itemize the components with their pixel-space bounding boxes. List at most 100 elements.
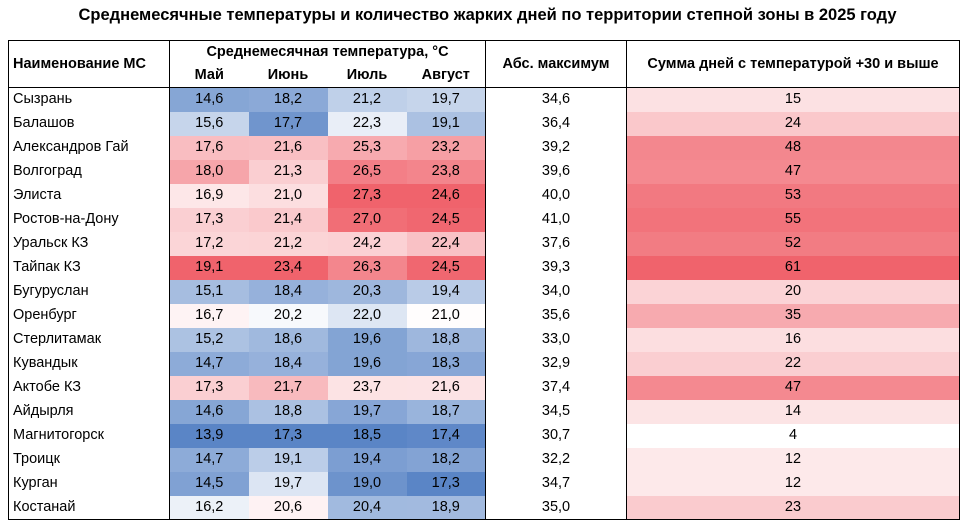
- hot-days-cell: 14: [626, 399, 960, 424]
- station-name: Балашов: [8, 111, 170, 136]
- temp-cell-august: 24,6: [406, 183, 486, 208]
- table-row: Кувандык 14,7 18,4 19,6 18,3 32,9 22: [8, 351, 960, 376]
- hot-days-cell: 4: [626, 423, 960, 448]
- header-month-august: Август: [406, 64, 486, 88]
- table-row: Троицк 14,7 19,1 19,4 18,2 32,2 12: [8, 447, 960, 472]
- temp-cell-june: 21,7: [248, 375, 328, 400]
- temp-cell-june: 18,4: [248, 351, 328, 376]
- temp-cell-july: 24,2: [327, 231, 407, 256]
- temp-cell-august: 18,7: [406, 399, 486, 424]
- table-row: Тайпак КЗ 19,1 23,4 26,3 24,5 39,3 61: [8, 255, 960, 280]
- temp-cell-august: 18,9: [406, 495, 486, 520]
- station-name: Уральск КЗ: [8, 231, 170, 256]
- temp-cell-june: 23,4: [248, 255, 328, 280]
- table-row: Курган 14,5 19,7 19,0 17,3 34,7 12: [8, 471, 960, 496]
- temp-cell-may: 15,2: [169, 327, 249, 352]
- abs-max-cell: 35,6: [485, 303, 627, 328]
- station-name: Актобе КЗ: [8, 375, 170, 400]
- station-name: Стерлитамак: [8, 327, 170, 352]
- abs-max-cell: 37,4: [485, 375, 627, 400]
- station-name: Элиста: [8, 183, 170, 208]
- station-name: Оренбург: [8, 303, 170, 328]
- temp-cell-may: 14,5: [169, 471, 249, 496]
- abs-max-cell: 33,0: [485, 327, 627, 352]
- temp-cell-june: 20,6: [248, 495, 328, 520]
- hot-days-cell: 22: [626, 351, 960, 376]
- temp-cell-july: 20,4: [327, 495, 407, 520]
- temp-cell-july: 20,3: [327, 279, 407, 304]
- temp-cell-may: 14,7: [169, 351, 249, 376]
- abs-max-cell: 36,4: [485, 111, 627, 136]
- table-row: Стерлитамак 15,2 18,6 19,6 18,8 33,0 16: [8, 327, 960, 352]
- temp-cell-july: 27,3: [327, 183, 407, 208]
- temp-cell-august: 19,4: [406, 279, 486, 304]
- station-name: Костанай: [8, 495, 170, 520]
- temp-cell-june: 18,4: [248, 279, 328, 304]
- temp-cell-july: 19,6: [327, 327, 407, 352]
- station-name: Волгоград: [8, 159, 170, 184]
- table-body: Сызрань 14,6 18,2 21,2 19,7 34,6 15 Балашов 15,6…: [8, 87, 960, 520]
- table-row: Волгоград 18,0 21,3 26,5 23,8 39,6 47: [8, 159, 960, 184]
- temp-cell-july: 23,7: [327, 375, 407, 400]
- temp-cell-may: 17,2: [169, 231, 249, 256]
- temp-cell-august: 17,4: [406, 423, 486, 448]
- temp-cell-may: 17,3: [169, 375, 249, 400]
- table-row: Костанай 16,2 20,6 20,4 18,9 35,0 23: [8, 495, 960, 520]
- station-name: Кувандык: [8, 351, 170, 376]
- temp-cell-may: 14,6: [169, 399, 249, 424]
- station-name: Ростов-на-Дону: [8, 207, 170, 232]
- temp-cell-may: 13,9: [169, 423, 249, 448]
- temp-cell-july: 19,4: [327, 447, 407, 472]
- abs-max-cell: 32,2: [485, 447, 627, 472]
- abs-max-cell: 34,0: [485, 279, 627, 304]
- hot-days-cell: 48: [626, 135, 960, 160]
- table-row: Оренбург 16,7 20,2 22,0 21,0 35,6 35: [8, 303, 960, 328]
- station-name: Тайпак КЗ: [8, 255, 170, 280]
- temp-cell-june: 18,2: [248, 87, 328, 112]
- temp-cell-june: 18,8: [248, 399, 328, 424]
- temp-cell-may: 14,7: [169, 447, 249, 472]
- temp-cell-june: 17,7: [248, 111, 328, 136]
- abs-max-cell: 34,5: [485, 399, 627, 424]
- hot-days-cell: 55: [626, 207, 960, 232]
- temp-cell-july: 26,3: [327, 255, 407, 280]
- temp-cell-july: 19,7: [327, 399, 407, 424]
- temp-cell-june: 20,2: [248, 303, 328, 328]
- abs-max-cell: 41,0: [485, 207, 627, 232]
- abs-max-cell: 40,0: [485, 183, 627, 208]
- temperature-table: Наименование МС Среднемесячная температу…: [8, 40, 960, 520]
- table-row: Сызрань 14,6 18,2 21,2 19,7 34,6 15: [8, 87, 960, 112]
- temp-cell-may: 17,3: [169, 207, 249, 232]
- header-month-may: Май: [169, 64, 249, 88]
- temp-cell-august: 22,4: [406, 231, 486, 256]
- temp-cell-may: 14,6: [169, 87, 249, 112]
- temp-cell-august: 19,7: [406, 87, 486, 112]
- abs-max-cell: 34,7: [485, 471, 627, 496]
- hot-days-cell: 61: [626, 255, 960, 280]
- station-name: Сызрань: [8, 87, 170, 112]
- temp-cell-august: 17,3: [406, 471, 486, 496]
- hot-days-cell: 53: [626, 183, 960, 208]
- temp-cell-may: 19,1: [169, 255, 249, 280]
- temp-cell-august: 21,6: [406, 375, 486, 400]
- temp-cell-june: 21,6: [248, 135, 328, 160]
- hot-days-cell: 24: [626, 111, 960, 136]
- station-name: Магнитогорск: [8, 423, 170, 448]
- temp-cell-july: 22,3: [327, 111, 407, 136]
- temp-cell-july: 27,0: [327, 207, 407, 232]
- temp-cell-august: 24,5: [406, 255, 486, 280]
- abs-max-cell: 35,0: [485, 495, 627, 520]
- temp-cell-july: 21,2: [327, 87, 407, 112]
- temp-cell-june: 21,4: [248, 207, 328, 232]
- hot-days-cell: 47: [626, 375, 960, 400]
- temp-cell-may: 15,6: [169, 111, 249, 136]
- chart-title: Среднемесячные температуры и количество …: [78, 6, 897, 24]
- temp-cell-august: 23,2: [406, 135, 486, 160]
- temp-cell-june: 19,1: [248, 447, 328, 472]
- table-row: Уральск КЗ 17,2 21,2 24,2 22,4 37,6 52: [8, 231, 960, 256]
- header-hot-days: Сумма дней с температурой +30 и выше: [626, 40, 960, 88]
- temp-cell-august: 18,3: [406, 351, 486, 376]
- abs-max-cell: 30,7: [485, 423, 627, 448]
- header-month-june: Июнь: [248, 64, 328, 88]
- header-abs-max: Абс. максимум: [485, 40, 627, 88]
